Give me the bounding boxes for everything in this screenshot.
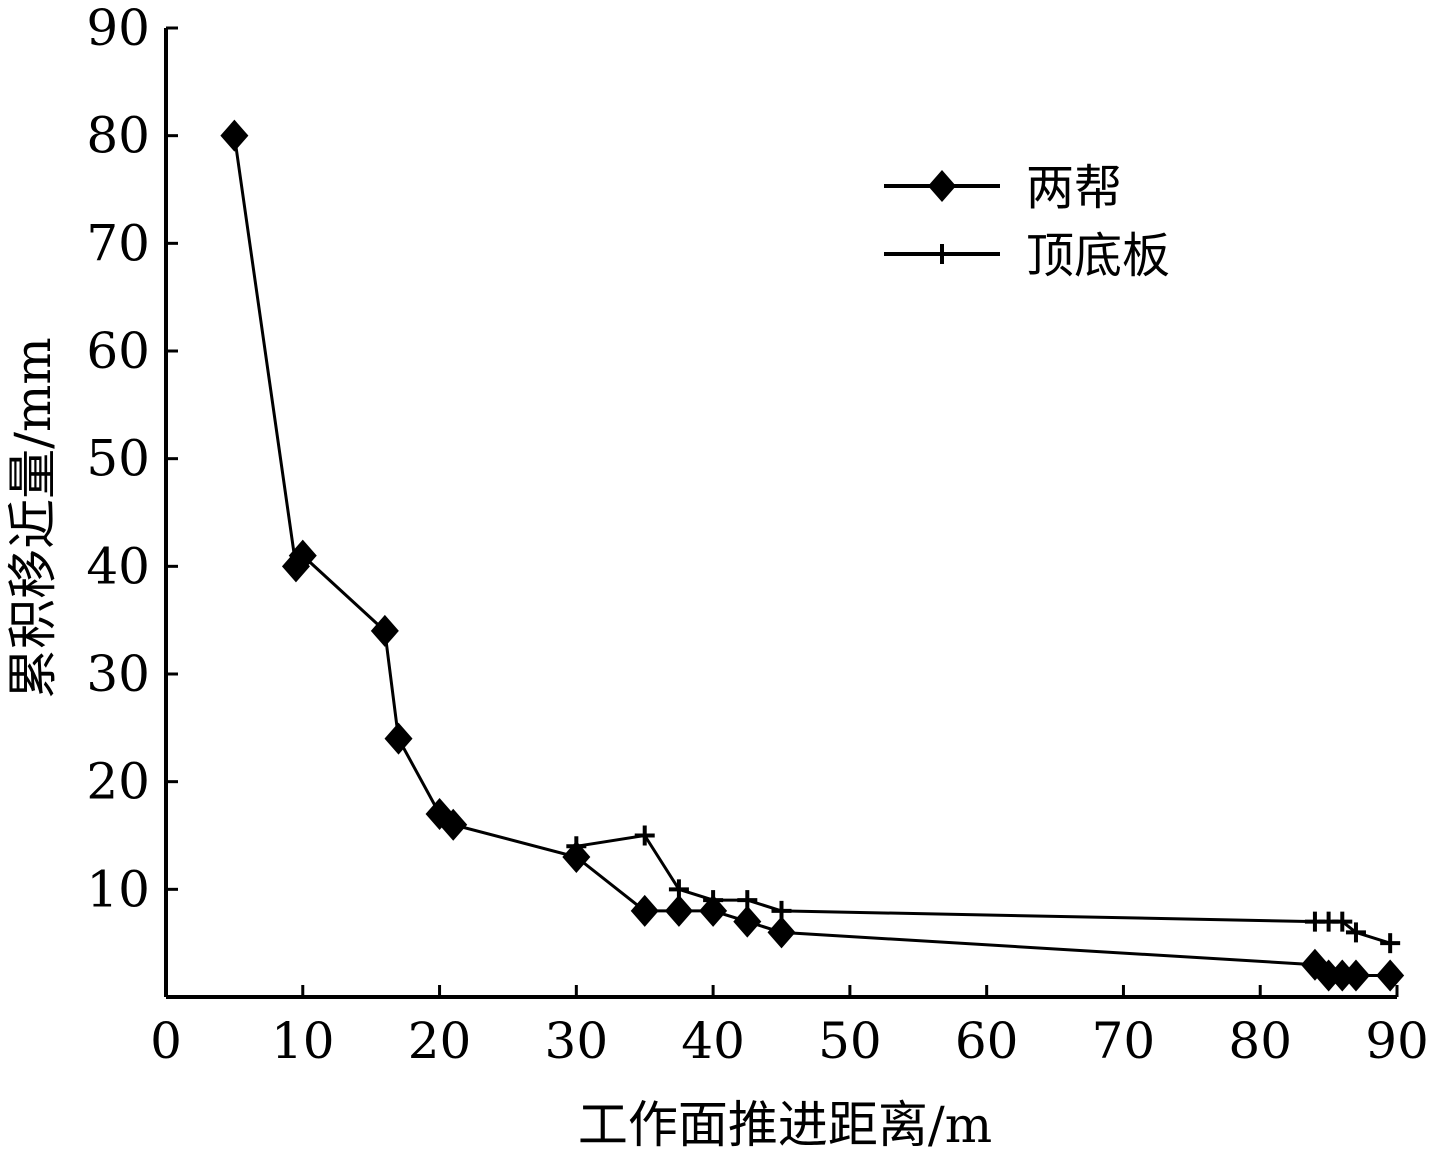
x-tick-label-50: 50 (818, 1012, 882, 1070)
series-0-point-6 (439, 808, 468, 841)
x-axis-title: 工作面推进距离/m (578, 1096, 992, 1154)
series-1-point-4 (737, 890, 758, 911)
series-1-point-5 (771, 900, 792, 921)
series-0-point-10 (699, 894, 728, 927)
x-tick-label-0: 0 (150, 1012, 182, 1070)
series-0-point-11 (733, 905, 762, 938)
x-tick-label-30: 30 (545, 1012, 609, 1070)
series-0-point-3 (370, 614, 399, 647)
legend-label-liangbang: 两帮 (1026, 160, 1122, 216)
legend-label-dingdiban: 顶底板 (1026, 228, 1170, 284)
x-tick-label-80: 80 (1228, 1012, 1292, 1070)
series-1-point-3 (703, 890, 724, 911)
series-0-point-0 (220, 119, 249, 152)
axes (164, 28, 1397, 999)
series-0-point-8 (630, 894, 659, 927)
series-1-point-8 (1332, 911, 1353, 932)
series-0-point-2 (288, 539, 317, 572)
legend-diamond-marker (928, 170, 956, 202)
series-1-point-9 (1345, 922, 1366, 943)
series-0-point-9 (664, 894, 693, 927)
series-1-point-1 (634, 825, 655, 846)
y-tick-label-90: 90 (86, 0, 150, 57)
y-tick-label-10: 10 (86, 860, 150, 918)
tick-labels: 0 10 20 30 40 50 60 70 80 90 10 20 30 40 50 60 70 80 90 (86, 0, 1428, 1070)
series-1-point-10 (1380, 933, 1401, 954)
series-1-point-2 (668, 879, 689, 900)
y-tick-label-60: 60 (86, 322, 150, 380)
legend-plus-marker (932, 244, 952, 264)
y-tick-label-20: 20 (86, 753, 150, 811)
y-tick-label-40: 40 (86, 537, 150, 595)
x-tick-label-10: 10 (271, 1012, 335, 1070)
series-0-point-16 (1341, 959, 1370, 992)
x-tick-label-70: 70 (1092, 1012, 1156, 1070)
series-0-point-7 (562, 841, 591, 874)
series-lines (232, 135, 1391, 977)
legend: 两帮 顶底板 (884, 160, 1170, 284)
y-tick-label-30: 30 (86, 645, 150, 703)
y-axis-title: 累积移近量/mm (4, 337, 62, 699)
series-0-point-4 (384, 722, 413, 755)
series-0-point-12 (767, 916, 796, 949)
y-tick-label-80: 80 (86, 107, 150, 165)
series-0-point-17 (1376, 959, 1405, 992)
x-tick-label-20: 20 (408, 1012, 472, 1070)
y-tick-label-50: 50 (86, 430, 150, 488)
series-line-0 (232, 135, 1391, 977)
y-tick-label-70: 70 (86, 214, 150, 272)
x-tick-label-60: 60 (955, 1012, 1019, 1070)
series-line-1 (576, 833, 1391, 945)
x-tick-label-90: 90 (1365, 1012, 1429, 1070)
ticks (166, 26, 1399, 997)
series-1-point-0 (566, 836, 587, 857)
x-tick-label-40: 40 (681, 1012, 745, 1070)
series-markers (220, 119, 1405, 992)
